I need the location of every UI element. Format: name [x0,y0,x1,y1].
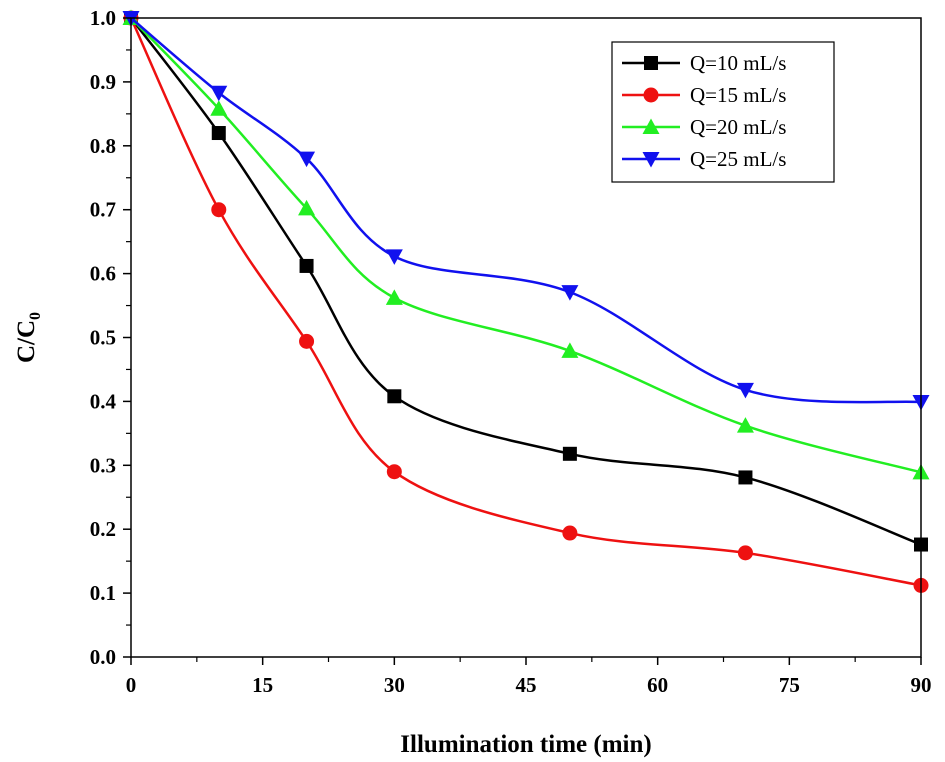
x-tick-label: 75 [779,673,800,697]
axes [123,17,922,665]
data-point [210,85,228,102]
data-point [737,545,753,561]
y-axis-title: C/C0 [13,312,44,363]
y-tick-label: 0.0 [90,645,116,669]
data-point [211,202,227,218]
legend-marker [644,56,658,70]
y-tick-label: 0.5 [90,326,116,350]
y-tick-label: 0.1 [90,581,116,605]
y-tick-label: 1.0 [90,6,116,30]
data-point [562,446,577,461]
data-point [299,258,314,273]
legend-marker [643,87,659,103]
data-point [298,151,316,168]
data-point [385,289,403,305]
x-axis-title: Illumination time (min) [400,731,651,758]
tick-labels: 0 15 30 45 60 75 90 0.0 0.1 0.2 0.3 0.4 0.5 0.6 0.7 0.8… [90,6,932,697]
y-tick-label: 0.2 [90,517,116,541]
legend-label: Q=20 mL/s [690,115,786,139]
data-point [736,382,754,399]
y-tick-label: 0.9 [90,70,116,94]
legend-label: Q=10 mL/s [690,51,786,75]
y-tick-label: 0.7 [90,198,116,222]
plot-area [122,9,930,593]
y-axis-title-main: C/C [13,320,40,363]
y-axis-title-subscript: 0 [27,312,44,320]
data-point [385,249,403,265]
data-point [738,470,753,485]
x-tick-label: 0 [126,673,137,697]
data-point [299,333,315,349]
legend-label: Q=25 mL/s [690,147,786,171]
data-point [298,199,316,216]
data-point [736,417,754,433]
x-tick-label: 15 [252,673,273,697]
y-tick-label: 0.3 [90,453,116,477]
data-point [387,389,402,404]
data-point [210,100,228,116]
y-tick-label: 0.4 [90,389,117,413]
data-point [211,126,226,141]
data-point [561,285,579,301]
x-tick-label: 30 [384,673,405,697]
legend-marker [642,152,660,168]
legend-label: Q=15 mL/s [690,83,786,107]
y-tick-label: 0.8 [90,134,116,158]
data-point [386,464,402,480]
x-tick-label: 60 [647,673,668,697]
x-tick-label: 90 [911,673,932,697]
legend: Q=10 mL/s Q=15 mL/s Q=20 mL/s Q=25 mL/s [611,41,835,183]
y-tick-label: 0.6 [90,262,116,286]
series-q-25-ml-s [122,11,930,411]
x-tick-label: 45 [516,673,537,697]
data-point [562,525,578,541]
legend-marker [642,118,660,134]
data-point [561,342,579,358]
